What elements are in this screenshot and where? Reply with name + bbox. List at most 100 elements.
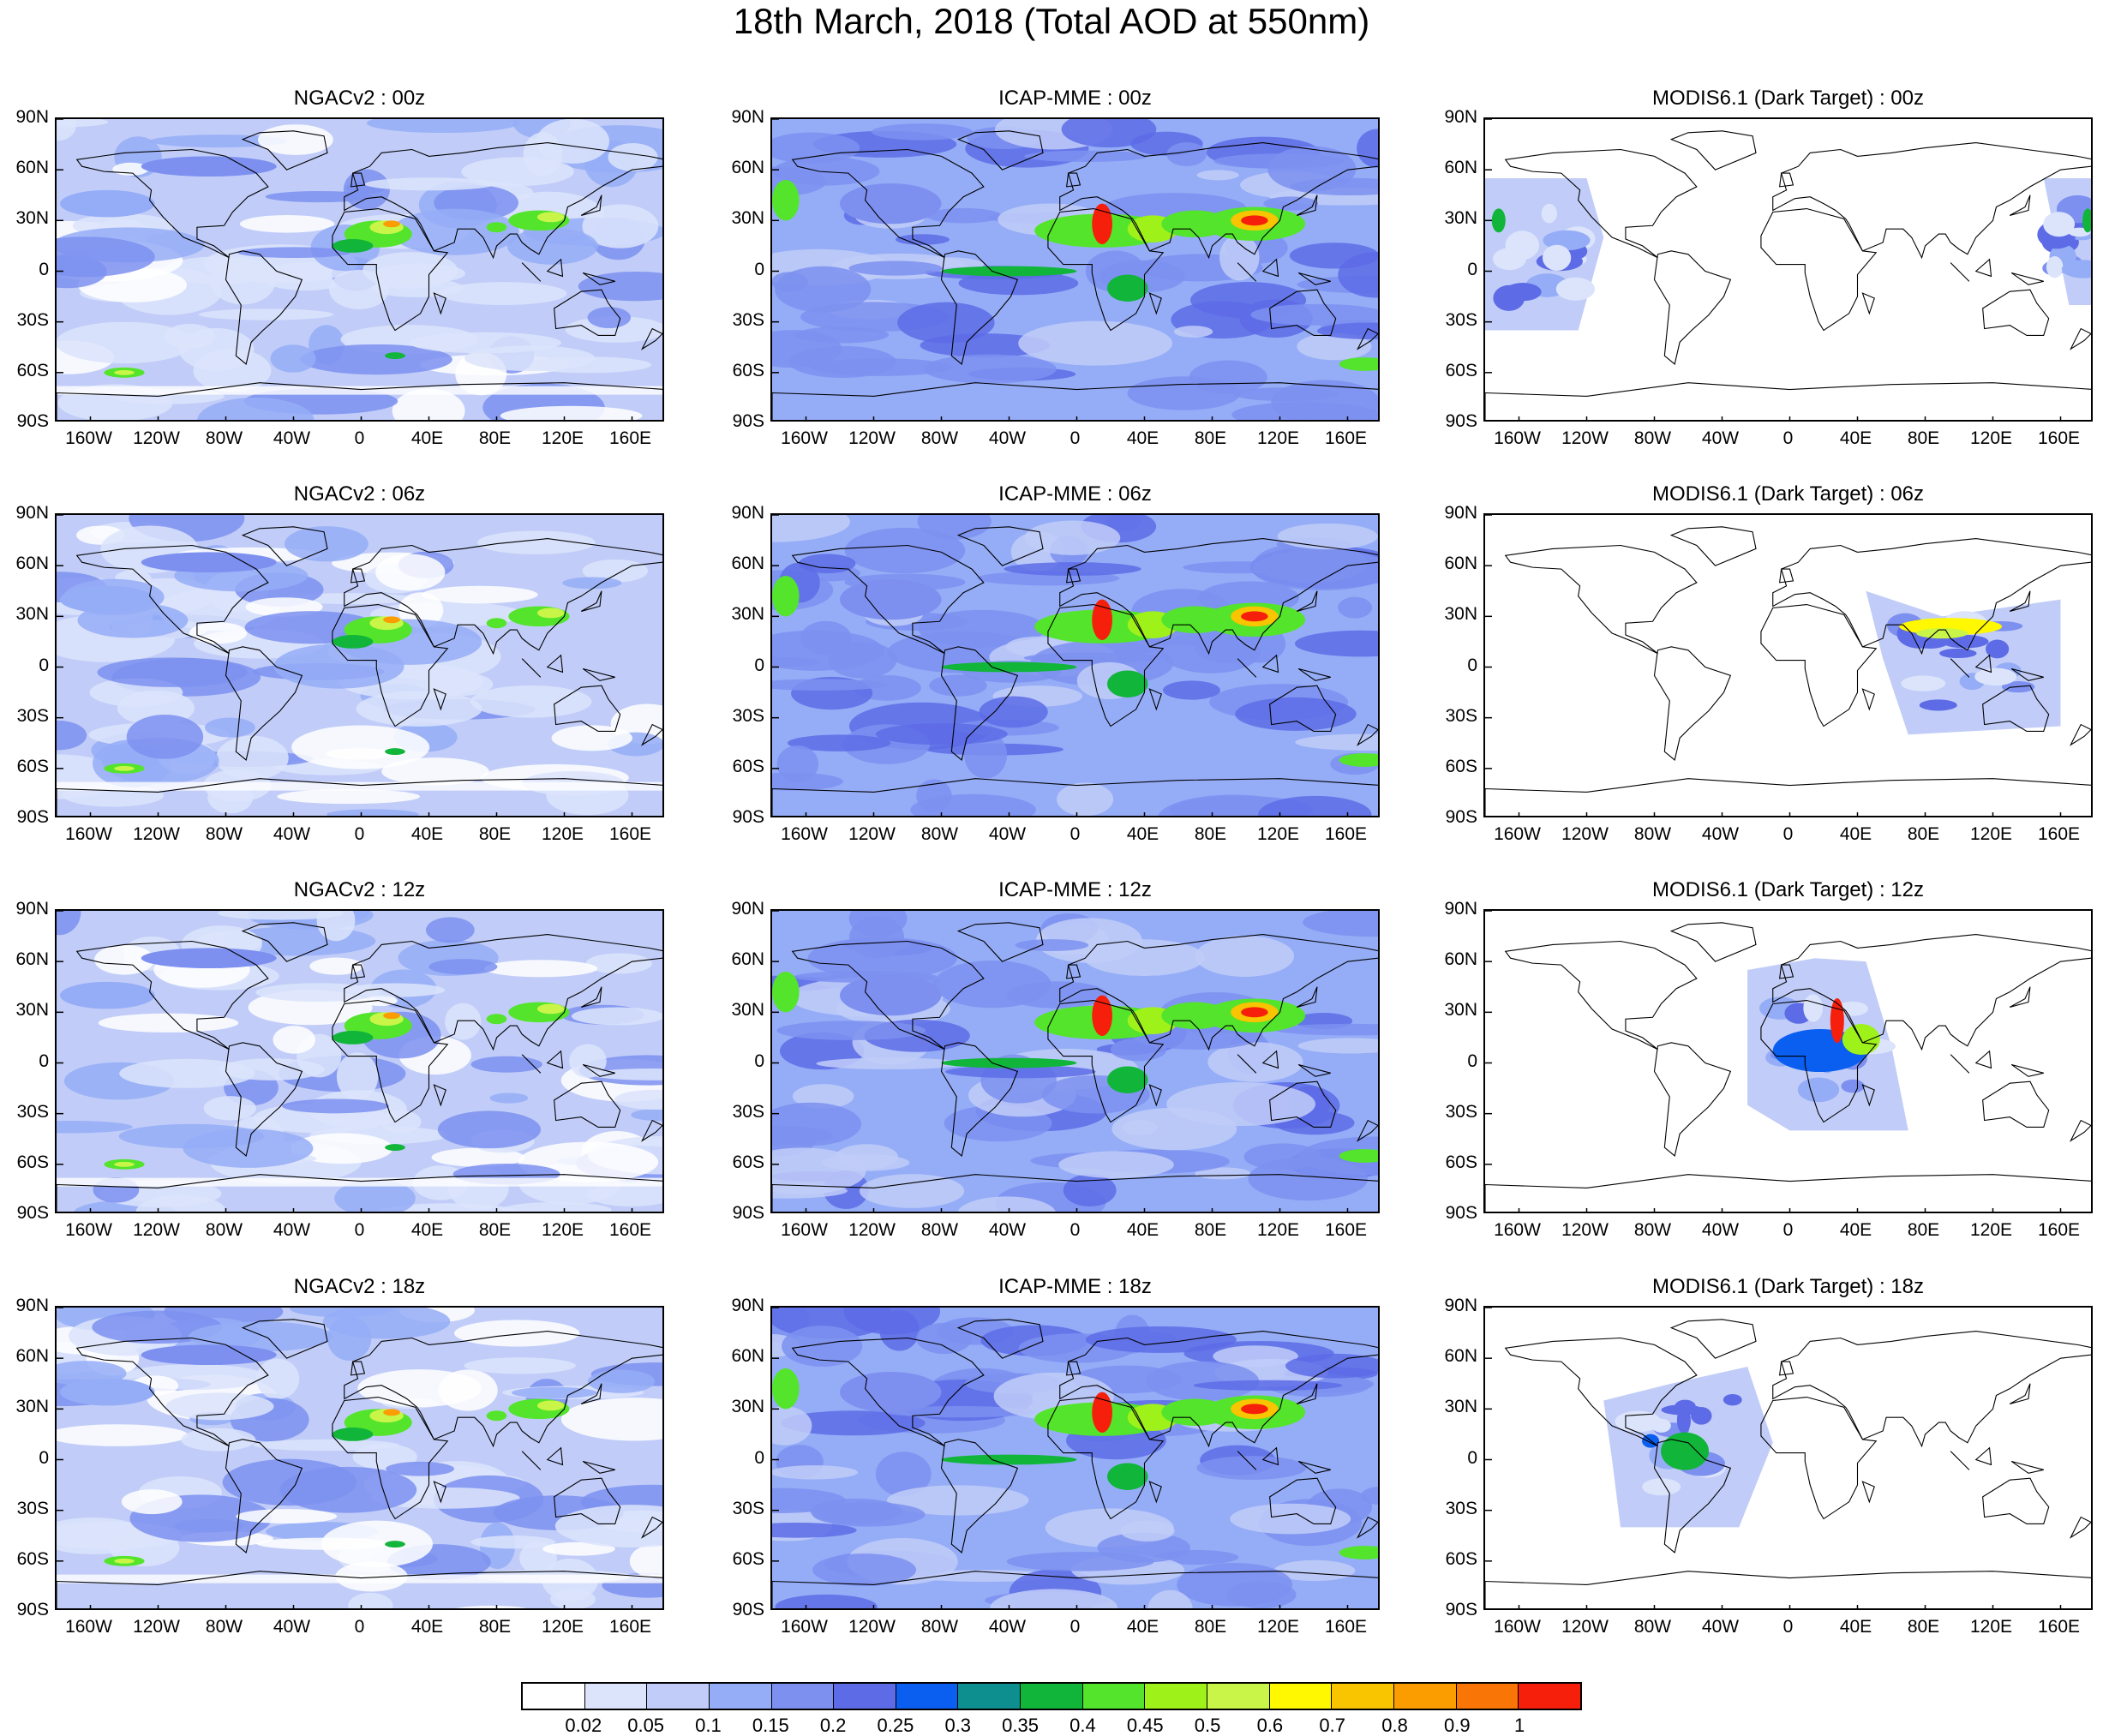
- aod-plume: [536, 1400, 565, 1411]
- coastline: [225, 1439, 303, 1553]
- lon-label: 40W: [988, 428, 1027, 448]
- lon-label: 120E: [1256, 428, 1300, 448]
- lat-label: 0: [1467, 1447, 1477, 1468]
- coastline: [1653, 250, 1732, 365]
- coastline: [1297, 667, 1331, 681]
- lat-label: 60N: [15, 554, 49, 574]
- aod-field-patch: [871, 123, 974, 141]
- colorbar-label: 0.7: [1319, 1715, 1345, 1736]
- lon-label: 80E: [478, 824, 512, 844]
- aod-plume: [1241, 1404, 1268, 1415]
- modis-swath-patch: [1642, 1478, 1681, 1496]
- coastline: [1950, 658, 1970, 678]
- lon-label: 40E: [1126, 824, 1159, 844]
- aod-field-patch: [279, 1466, 417, 1513]
- aod-field-patch: [1233, 387, 1339, 402]
- coastline: [1504, 1337, 1698, 1447]
- coastline: [2010, 1063, 2044, 1077]
- modis-swath-patch: [1555, 277, 1596, 301]
- coastline: [344, 142, 662, 260]
- coastline: [2010, 667, 2044, 681]
- aod-plume: [1241, 1007, 1268, 1018]
- aod-plume: [59, 585, 155, 614]
- lon-label: 120W: [848, 824, 896, 844]
- aod-plume: [1107, 1066, 1148, 1093]
- modis-swath-patch: [1504, 283, 1542, 302]
- coastline: [433, 688, 446, 711]
- aod-field-patch: [345, 983, 446, 997]
- coastline: [1779, 172, 1794, 188]
- panel-title: MODIS6.1 (Dark Target) : 12z: [1652, 878, 1924, 901]
- lat-label: 60N: [1444, 554, 1477, 574]
- panel-title: ICAP-MME : 00z: [998, 87, 1152, 110]
- aod-field-patch: [843, 1308, 941, 1335]
- coastline: [1059, 142, 1378, 260]
- modis-swath-patch: [1941, 634, 1989, 649]
- coastline: [956, 526, 1044, 566]
- coastline: [546, 1446, 564, 1466]
- lat-label: 90N: [1444, 899, 1477, 919]
- coastline: [1066, 172, 1081, 188]
- lon-label: 160E: [2037, 1220, 2081, 1240]
- lat-label: 30S: [732, 1498, 764, 1518]
- colorbar-label: 0.1: [695, 1715, 722, 1736]
- lon-label: 80E: [478, 1220, 512, 1240]
- aod-field-patch: [1295, 733, 1378, 751]
- lat-label: 60N: [731, 1346, 764, 1367]
- lat-label: 30N: [15, 604, 49, 625]
- aod-field-patch: [334, 1179, 416, 1212]
- lat-label: 60N: [15, 1346, 49, 1367]
- lat-label: 0: [39, 655, 49, 675]
- aod-plume: [840, 578, 942, 620]
- coastline: [546, 258, 564, 278]
- aod-field-patch: [1166, 1082, 1316, 1127]
- lon-label: 160E: [608, 1220, 652, 1240]
- lat-label: 60S: [1445, 1548, 1477, 1569]
- coastline: [75, 1337, 269, 1447]
- coastline: [1760, 1396, 1878, 1520]
- coastline: [580, 1383, 602, 1404]
- coastline: [521, 658, 542, 678]
- colorbar-label: 0.25: [877, 1715, 914, 1736]
- aod-field-patch: [291, 725, 430, 769]
- aod-field-patch: [357, 1369, 482, 1408]
- aod-field-patch: [844, 527, 966, 574]
- aod-field-patch: [1297, 332, 1372, 361]
- lon-label: 160E: [2037, 428, 2081, 448]
- colorbar-box: [834, 1684, 896, 1709]
- coastline: [1982, 289, 2050, 336]
- aod-field-patch: [386, 1461, 455, 1476]
- aod-field-patch: [917, 515, 992, 540]
- lon-label: 0: [354, 1220, 365, 1240]
- coastline: [1148, 688, 1162, 711]
- aod-field-patch: [316, 911, 356, 942]
- modis-swath-patch: [1841, 1079, 1865, 1093]
- coastline: [1066, 568, 1081, 584]
- aod-plume: [1339, 1149, 1378, 1163]
- lon-label: 80E: [1194, 428, 1227, 448]
- aod-field-patch: [772, 1488, 847, 1513]
- aod-field-patch: [1196, 1456, 1307, 1480]
- lon-label: 80W: [205, 824, 243, 844]
- aod-field-patch: [57, 720, 87, 751]
- aod-field-patch: [362, 252, 458, 289]
- aod-field-patch: [470, 685, 592, 718]
- coastline: [1269, 685, 1337, 732]
- coastline: [1356, 327, 1378, 350]
- coastline: [1296, 986, 1318, 1008]
- panel-title: MODIS6.1 (Dark Target) : 18z: [1652, 1275, 1924, 1298]
- lat-label: 0: [39, 1051, 49, 1071]
- aod-field-patch: [848, 911, 908, 937]
- colorbar-label: 0.15: [752, 1715, 789, 1736]
- lat-label: 90N: [15, 503, 49, 523]
- coastline: [1974, 654, 1992, 673]
- lat-label: 30N: [1444, 1000, 1477, 1021]
- aod-field-patch: [204, 717, 255, 738]
- lat-label: 90S: [732, 1600, 764, 1619]
- aod-field-patch: [1110, 1038, 1167, 1062]
- aod-field-patch: [926, 207, 1002, 224]
- lon-label: 160E: [608, 1617, 652, 1637]
- aod-field-patch: [336, 1052, 379, 1100]
- coastline: [2009, 590, 2031, 612]
- aod-field-patch: [375, 554, 446, 591]
